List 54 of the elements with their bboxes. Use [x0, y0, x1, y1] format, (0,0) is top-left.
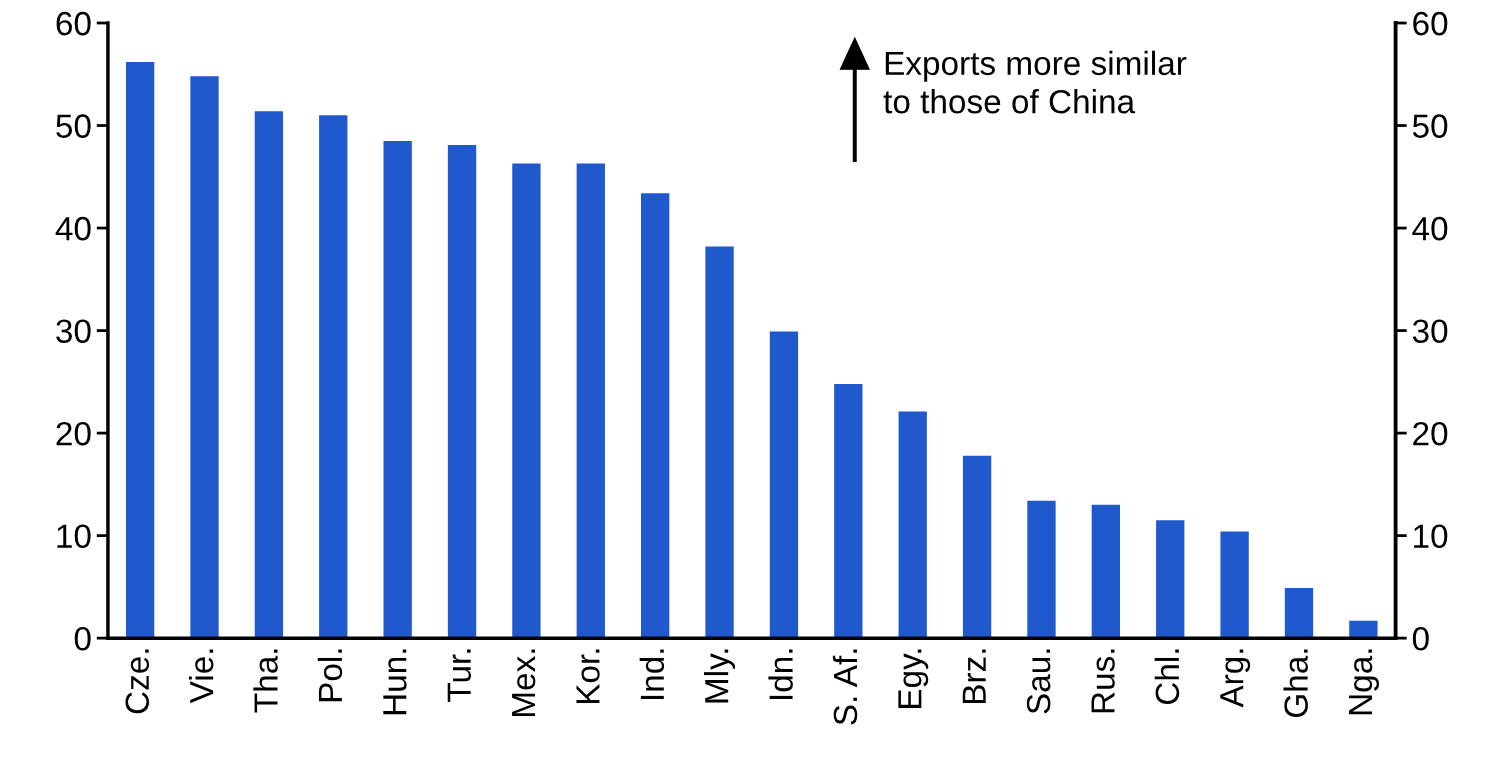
- y-tick-label: 50: [56, 114, 91, 138]
- x-tick-label: Ind.: [639, 649, 665, 699]
- x-tick-label: Egy.: [898, 649, 929, 708]
- bar: [705, 246, 734, 639]
- y-tick-label: 60: [56, 11, 91, 36]
- x-tick-label: Hun.: [383, 649, 407, 715]
- bar: [512, 163, 541, 639]
- x-tick-label: Idn.: [768, 649, 793, 699]
- bar: [383, 140, 412, 639]
- x-tick-label: Mex.: [512, 649, 536, 716]
- y-tick-label: 0: [74, 626, 91, 651]
- bar: [576, 163, 605, 639]
- y2-tick-label: 0: [1412, 626, 1429, 651]
- bar: [1027, 500, 1056, 639]
- x-tick-label: Gha.: [1283, 649, 1308, 718]
- y2-tick-label: 50: [1412, 114, 1448, 138]
- bar: [447, 145, 477, 639]
- y2-tick-label: 60: [1413, 11, 1448, 36]
- x-tick-label: Nga.: [1349, 649, 1379, 715]
- x-tick-label: Tha.: [253, 649, 278, 713]
- x-tick-label: Rus.: [1091, 649, 1115, 713]
- x-tick-label: Brz.: [962, 649, 986, 703]
- x-tick-label: Pol.: [317, 649, 343, 702]
- x-tick-label: Vie.: [188, 649, 214, 704]
- y-tick-label: 10: [57, 524, 91, 549]
- x-tick-label: Chl.: [1154, 649, 1180, 705]
- y-tick-label: 40: [55, 216, 91, 241]
- bar: [1220, 531, 1249, 639]
- y2-tick-label: 30: [1412, 319, 1448, 343]
- bar: [254, 111, 284, 639]
- bar: [319, 115, 348, 639]
- annotation: Exports more similar to those of China: [883, 50, 1187, 114]
- x-tick-label: Kor.: [576, 649, 600, 704]
- y2-tick-label: 10: [1414, 524, 1448, 549]
- y-tick-label: 20: [56, 421, 91, 446]
- y2-tick-label: 40: [1412, 216, 1448, 241]
- bar: [1091, 504, 1121, 639]
- bar: [1156, 520, 1185, 639]
- x-tick-label: Sau.: [1026, 649, 1051, 714]
- x-tick-label: S. Af.: [832, 649, 858, 725]
- x-tick-label: Tur.: [447, 649, 471, 702]
- bar: [769, 331, 799, 639]
- bar: [834, 383, 863, 639]
- bar: [190, 76, 219, 639]
- bar: [962, 455, 992, 639]
- x-tick-label: Mly.: [704, 649, 736, 703]
- bar: [1284, 587, 1314, 639]
- bar: [641, 193, 670, 639]
- bar: [125, 61, 155, 639]
- x-tick-label: Cze.: [125, 649, 150, 714]
- x-tick-label: Arg.: [1220, 649, 1251, 708]
- bar: [898, 411, 927, 639]
- y-tick-label: 30: [56, 319, 91, 343]
- y2-tick-label: 20: [1413, 421, 1448, 446]
